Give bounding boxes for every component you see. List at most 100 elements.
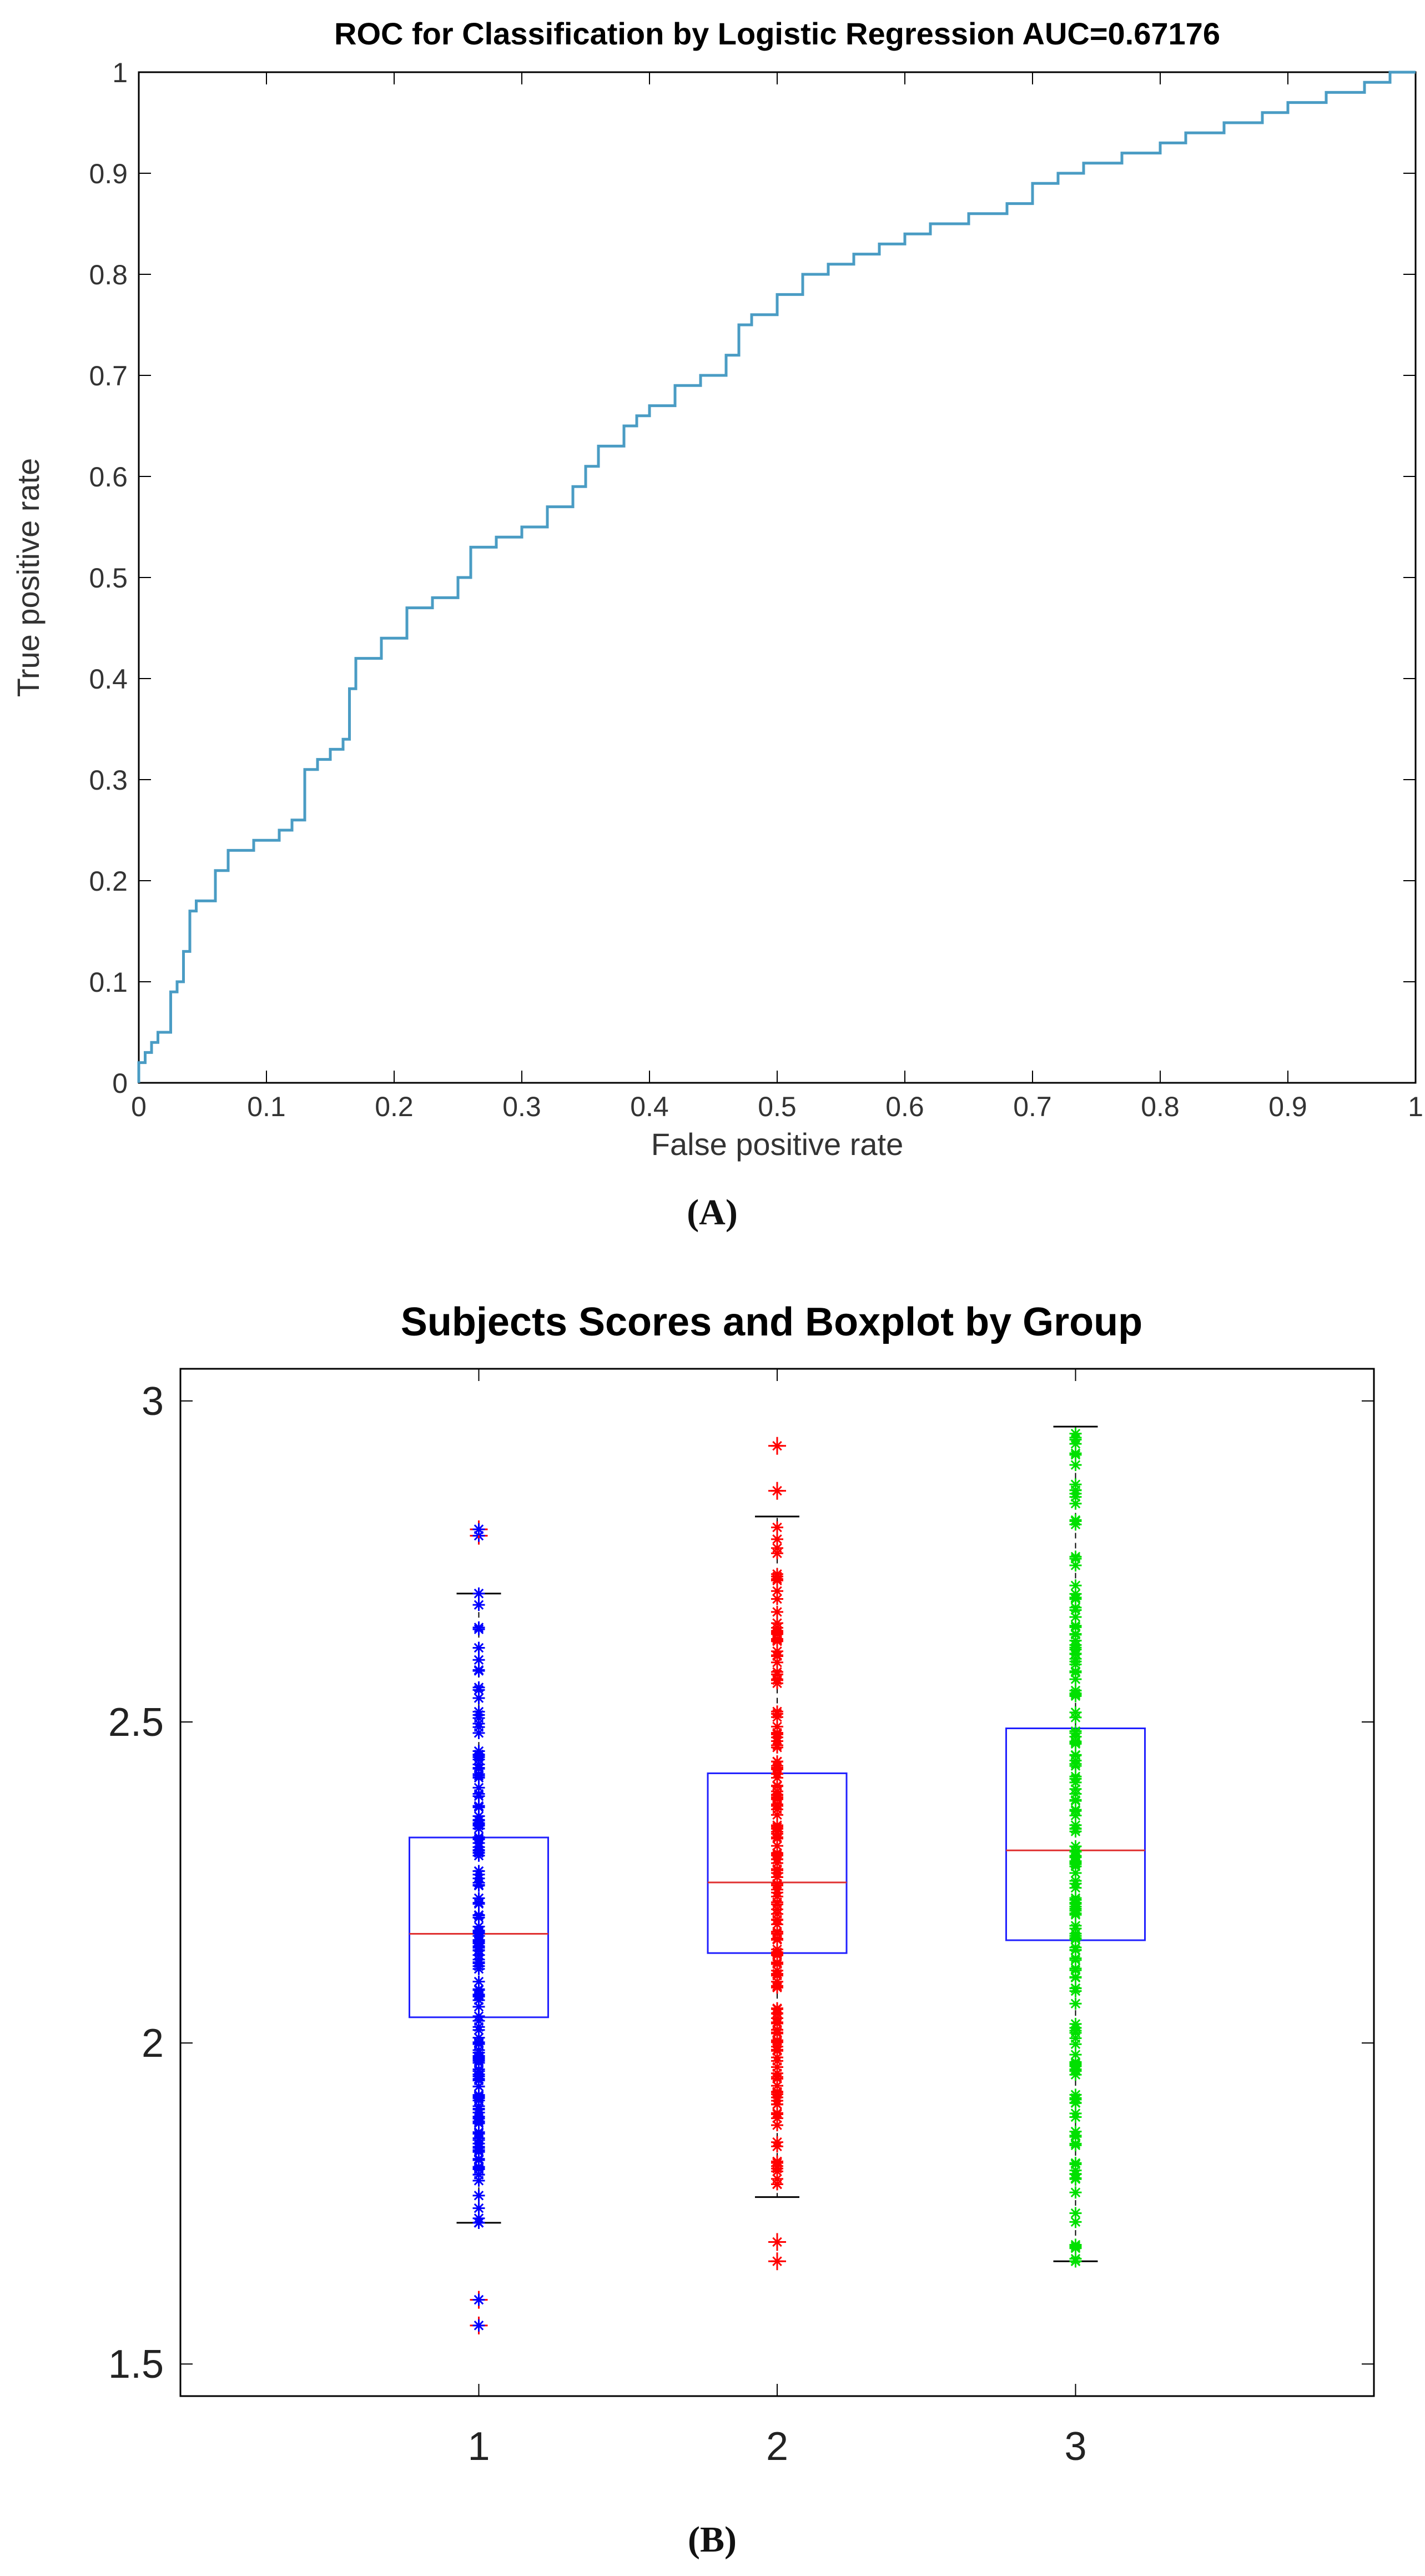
roc-y-tick-label: 1 bbox=[112, 57, 128, 88]
subject-point bbox=[771, 1585, 783, 1598]
subject-point bbox=[1069, 1628, 1082, 1641]
roc-title: ROC for Classification by Logistic Regre… bbox=[334, 16, 1220, 51]
subject-point bbox=[771, 2067, 783, 2080]
subject-points-3 bbox=[1069, 1427, 1082, 2268]
outlier-point bbox=[472, 2319, 485, 2332]
subject-point bbox=[771, 1846, 783, 1859]
roc-y-tick-label: 0.7 bbox=[89, 360, 128, 391]
subject-point bbox=[771, 1649, 783, 1661]
subject-point bbox=[771, 1949, 783, 1961]
subject-point bbox=[771, 1720, 783, 1733]
subject-point bbox=[472, 1831, 485, 1844]
roc-x-tick-label: 0.9 bbox=[1268, 1091, 1307, 1122]
subject-point bbox=[472, 2068, 485, 2081]
subject-point bbox=[771, 1593, 783, 1605]
subject-point bbox=[1069, 1971, 1082, 1984]
subject-point bbox=[771, 1726, 783, 1739]
subject-point bbox=[771, 2034, 783, 2047]
subject-point bbox=[771, 1626, 783, 1639]
subject-point bbox=[1069, 1860, 1082, 1873]
subject-point bbox=[472, 1944, 485, 1957]
subject-point bbox=[1069, 2252, 1082, 2265]
subject-point bbox=[472, 1960, 485, 1972]
roc-y-tick-label: 0.5 bbox=[89, 563, 128, 594]
subject-point bbox=[472, 1844, 485, 1856]
subject-point bbox=[1069, 1484, 1082, 1497]
subject-point bbox=[472, 2053, 485, 2066]
roc-x-tick-label: 0.4 bbox=[630, 1091, 669, 1122]
outlier-point bbox=[472, 1523, 485, 1536]
subject-point bbox=[1069, 2242, 1082, 2254]
subject-point bbox=[771, 1533, 783, 1545]
subject-point bbox=[472, 1623, 485, 1636]
subject-point bbox=[771, 2155, 783, 2168]
subject-point bbox=[1069, 1930, 1082, 1942]
box-group-3 bbox=[1005, 1425, 1146, 2268]
roc-x-tick-label: 0.2 bbox=[375, 1091, 414, 1122]
subject-point bbox=[1069, 2172, 1082, 2185]
subject-point bbox=[771, 1793, 783, 1806]
subject-point bbox=[771, 1767, 783, 1780]
subject-point bbox=[472, 1711, 485, 1724]
subject-point bbox=[771, 2165, 783, 2178]
subject-point bbox=[771, 1968, 783, 1981]
caption-a: (A) bbox=[687, 1192, 738, 1233]
roc-y-tick-label: 0 bbox=[112, 1068, 128, 1099]
subject-point bbox=[771, 2119, 783, 2132]
outlier-point bbox=[771, 1439, 783, 1452]
subject-point bbox=[771, 2140, 783, 2153]
roc-curve bbox=[137, 71, 1416, 1083]
subject-point bbox=[771, 2112, 783, 2125]
roc-x-label: False positive rate bbox=[651, 1127, 903, 1162]
subject-point bbox=[771, 1980, 783, 1992]
subject-point bbox=[472, 2189, 485, 2202]
subject-point bbox=[472, 2146, 485, 2158]
subject-point bbox=[472, 1664, 485, 1676]
subject-point bbox=[771, 1862, 783, 1875]
subject-point bbox=[1069, 2017, 1082, 2030]
subject-point bbox=[472, 2168, 485, 2181]
subject-point bbox=[771, 2002, 783, 2015]
roc-y-label: True positive rate bbox=[11, 458, 46, 697]
subject-point bbox=[472, 2000, 485, 2013]
subject-point bbox=[1069, 1760, 1082, 1772]
subject-point bbox=[771, 1665, 783, 1678]
boxplot-x-tick-label: 2 bbox=[766, 2424, 788, 2469]
boxplot-y-tick-label: 1.5 bbox=[108, 2342, 164, 2387]
boxplot-x-tick-label: 3 bbox=[1064, 2424, 1086, 2469]
subject-point bbox=[771, 1656, 783, 1669]
subject-point bbox=[771, 1877, 783, 1890]
subject-point bbox=[1069, 1772, 1082, 1785]
subject-point bbox=[1069, 1867, 1082, 1880]
subject-point bbox=[472, 2023, 485, 2036]
subject-point bbox=[771, 1705, 783, 1718]
roc-y-tick-label: 0.1 bbox=[89, 967, 128, 998]
boxplot-panel: Subjects Scores and Boxplot by Group 1.5… bbox=[108, 1300, 1375, 2560]
subject-point bbox=[472, 2116, 485, 2129]
subject-point bbox=[1069, 1962, 1082, 1975]
subject-point bbox=[1069, 1447, 1082, 1460]
subject-point bbox=[1069, 1497, 1082, 1510]
subject-point bbox=[771, 1541, 783, 1554]
subject-point bbox=[472, 1599, 485, 1611]
subject-point bbox=[1069, 1954, 1082, 1966]
subject-point bbox=[472, 1892, 485, 1905]
roc-x-tick-label: 0.5 bbox=[758, 1091, 797, 1122]
subject-point bbox=[1069, 2093, 1082, 2106]
roc-x-tick-label: 0 bbox=[131, 1091, 147, 1122]
subject-point bbox=[472, 1868, 485, 1881]
subject-point bbox=[472, 1800, 485, 1813]
subject-point bbox=[1069, 2111, 1082, 2123]
boxplot-axes: 1.5 2 2.5 3 1 2 3 bbox=[108, 1369, 1374, 2469]
subject-point bbox=[1069, 1900, 1082, 1913]
subject-point bbox=[472, 1822, 485, 1835]
subject-point bbox=[472, 1876, 485, 1889]
roc-x-tick-label: 0.1 bbox=[247, 1091, 286, 1122]
roc-x-tick-label: 0.7 bbox=[1013, 1091, 1052, 1122]
caption-b: (B) bbox=[688, 2519, 737, 2560]
subject-point bbox=[771, 1914, 783, 1926]
subject-point bbox=[1069, 1515, 1082, 1528]
subject-point bbox=[472, 1751, 485, 1764]
subject-point bbox=[1069, 1726, 1082, 1739]
